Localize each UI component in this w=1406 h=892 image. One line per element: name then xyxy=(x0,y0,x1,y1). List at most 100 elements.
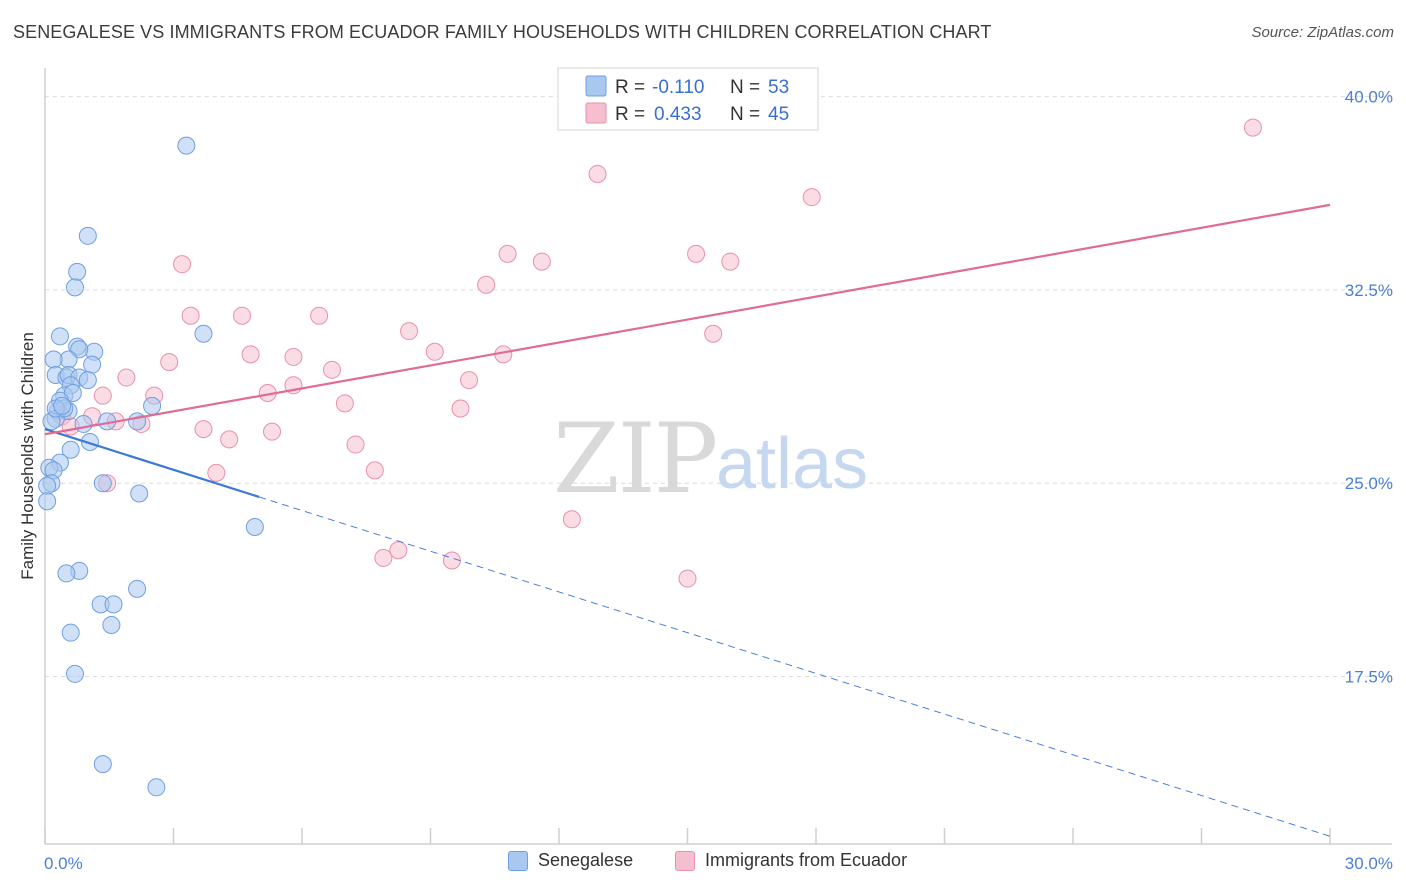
senegalese-point xyxy=(61,623,80,642)
y-tick-label: 17.5% xyxy=(1345,667,1393,686)
x-tick-label: 0.0% xyxy=(44,854,83,873)
senegalese-point xyxy=(44,350,63,369)
legend-item-senegalese: Senegalese xyxy=(508,850,633,871)
series-senegalese-points xyxy=(38,136,264,797)
senegalese-point xyxy=(65,278,84,297)
senegalese-point xyxy=(78,371,97,390)
watermark-zip: ZIP xyxy=(553,403,716,515)
senegalese-point xyxy=(130,484,149,503)
senegalese-point xyxy=(245,518,264,537)
legend-label-ecuador: Immigrants from Ecuador xyxy=(705,850,908,870)
ecuador-point xyxy=(374,548,393,567)
senegalese-point xyxy=(83,355,102,374)
ecuador-point xyxy=(389,541,408,560)
watermark: ZIP atlas xyxy=(553,403,868,515)
senegalese-point xyxy=(50,327,69,346)
ecuador-point xyxy=(678,569,697,588)
senegalese-point xyxy=(93,474,112,493)
legend-r-value: -0.110 xyxy=(652,77,704,98)
legend-r-label: R = xyxy=(615,104,645,125)
ecuador-point xyxy=(310,306,329,325)
senegalese-point xyxy=(80,432,99,451)
legend-swatch-ecuador xyxy=(675,850,695,871)
ecuador-point xyxy=(233,306,252,325)
ecuador-point xyxy=(704,324,723,343)
trendline-ecuador xyxy=(44,203,1331,436)
legend-n-value: 45 xyxy=(768,104,789,125)
ecuador-point xyxy=(588,164,607,183)
y-tick-label: 40.0% xyxy=(1345,88,1393,107)
ecuador-point xyxy=(322,360,341,379)
ecuador-point xyxy=(160,353,179,372)
senegalese-point xyxy=(78,226,97,245)
y-tick-label: 32.5% xyxy=(1345,281,1393,300)
trendline-senegalese-dashed xyxy=(259,496,1331,837)
trendline-senegalese-solid xyxy=(44,428,260,499)
senegalese-point xyxy=(38,476,57,495)
grid-lines xyxy=(45,96,1392,677)
ecuador-point xyxy=(477,275,496,294)
senegalese-point xyxy=(143,396,162,415)
senegalese-point xyxy=(74,414,93,433)
senegalese-point xyxy=(128,412,147,431)
senegalese-point xyxy=(68,262,87,281)
ecuador-point xyxy=(346,435,365,454)
ecuador-point xyxy=(263,422,282,441)
ecuador-point xyxy=(687,244,706,263)
legend-box: R = -0.110 N = 53 R = 0.433 N = 45 xyxy=(557,67,819,131)
ecuador-point xyxy=(173,255,192,274)
legend-n-value: 53 xyxy=(768,77,789,98)
ecuador-point xyxy=(400,322,419,341)
ecuador-point xyxy=(284,347,303,366)
ecuador-point xyxy=(1243,118,1262,137)
ecuador-point xyxy=(117,368,136,387)
ecuador-point xyxy=(207,463,226,482)
ecuador-point xyxy=(220,430,239,449)
legend-swatch-senegalese xyxy=(585,75,607,97)
ecuador-point xyxy=(498,244,517,263)
y-tick-label: 25.0% xyxy=(1345,474,1393,493)
bottom-legend: Senegalese Immigrants from Ecuador xyxy=(0,850,1406,878)
legend-r-value: 0.433 xyxy=(654,104,702,125)
legend-swatch-ecuador xyxy=(585,102,607,124)
ecuador-point xyxy=(93,386,112,405)
ecuador-point xyxy=(425,342,444,361)
legend-n-label: N = xyxy=(730,104,760,125)
legend-item-ecuador: Immigrants from Ecuador xyxy=(675,850,907,871)
senegalese-point xyxy=(65,664,84,683)
ecuador-point xyxy=(802,188,821,207)
ecuador-point xyxy=(241,345,260,364)
chart-source: Source: ZipAtlas.com xyxy=(1251,24,1394,41)
tick-labels: 17.5% 25.0% 32.5% 40.0% 0.0% 30.0% xyxy=(44,88,1393,873)
senegalese-point xyxy=(59,350,78,369)
ecuador-point xyxy=(721,252,740,271)
ecuador-point xyxy=(460,371,479,390)
senegalese-point xyxy=(104,595,123,614)
senegalese-point xyxy=(93,755,112,774)
ecuador-point xyxy=(335,394,354,413)
ecuador-point xyxy=(181,306,200,325)
ecuador-point xyxy=(532,252,551,271)
x-tick-label: 30.0% xyxy=(1345,854,1393,873)
ecuador-point xyxy=(365,461,384,480)
senegalese-point xyxy=(57,564,76,583)
senegalese-point xyxy=(102,615,121,634)
senegalese-point xyxy=(38,492,57,511)
senegalese-point xyxy=(53,396,72,415)
trend-lines xyxy=(44,203,1331,837)
senegalese-point xyxy=(128,579,147,598)
ecuador-point xyxy=(194,420,213,439)
legend-swatch-senegalese xyxy=(508,850,528,871)
ecuador-point xyxy=(451,399,470,418)
senegalese-point xyxy=(147,778,166,797)
legend-n-label: N = xyxy=(730,77,760,98)
chart-title: SENEGALESE VS IMMIGRANTS FROM ECUADOR FA… xyxy=(13,22,992,42)
series-ecuador-points xyxy=(53,118,1262,588)
legend-r-label: R = xyxy=(615,77,645,98)
senegalese-point xyxy=(61,440,80,459)
axes xyxy=(44,68,1392,845)
senegalese-point xyxy=(177,136,196,155)
ecuador-point xyxy=(442,551,461,570)
legend-label-senegalese: Senegalese xyxy=(538,850,634,870)
